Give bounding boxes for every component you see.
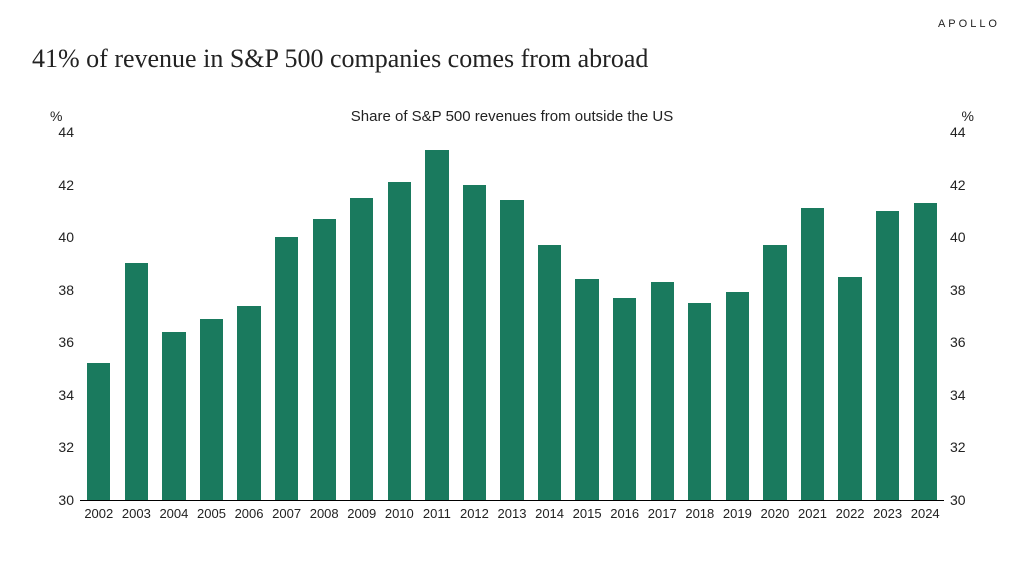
ytick-right: 34 [950,387,978,403]
bar [538,245,561,500]
ytick-left: 34 [46,387,74,403]
xtick: 2023 [873,506,902,521]
xtick: 2010 [385,506,414,521]
ytick-left: 40 [46,229,74,245]
xtick: 2017 [648,506,677,521]
bar [763,245,786,500]
brand-label: APOLLO [938,18,1000,30]
xtick: 2014 [535,506,564,521]
xtick: 2021 [798,506,827,521]
ytick-right: 36 [950,334,978,350]
xtick: 2016 [610,506,639,521]
ytick-left: 30 [46,492,74,508]
plot-area: 2002200320042005200620072008200920102011… [80,132,944,500]
xtick: 2015 [573,506,602,521]
xtick: 2005 [197,506,226,521]
xtick: 2018 [685,506,714,521]
ytick-left: 36 [46,334,74,350]
bar [575,279,598,500]
bar [313,219,336,500]
xtick: 2011 [423,506,451,521]
xtick: 2007 [272,506,301,521]
bar [838,277,861,500]
xtick: 2024 [911,506,940,521]
xtick: 2022 [836,506,865,521]
page-title: 41% of revenue in S&P 500 companies come… [32,44,648,74]
bar [125,263,148,500]
bar [162,332,185,500]
bar [275,237,298,500]
ytick-left: 32 [46,439,74,455]
xtick: 2020 [760,506,789,521]
xtick: 2009 [347,506,376,521]
ytick-left: 38 [46,282,74,298]
ytick-right: 40 [950,229,978,245]
bar [237,306,260,501]
ytick-right: 38 [950,282,978,298]
x-axis-line [80,500,944,501]
xtick: 2008 [310,506,339,521]
bar [350,198,373,500]
bar [876,211,899,500]
ytick-right: 44 [950,124,978,140]
bar [388,182,411,500]
bar [613,298,636,500]
ytick-right: 30 [950,492,978,508]
bar [200,319,223,500]
xtick: 2004 [159,506,188,521]
xtick: 2012 [460,506,489,521]
xtick: 2002 [84,506,113,521]
xtick: 2013 [498,506,527,521]
bar [87,363,110,500]
bar [463,185,486,500]
x-axis-labels: 2002 2003 2004 2005 2006 2007 2008 2009 2010 2011… [80,500,944,528]
page-root: APOLLO 41% of revenue in S&P 500 compani… [0,0,1024,576]
bar [425,150,448,500]
chart-subtitle: Share of S&P 500 revenues from outside t… [32,108,992,125]
xtick: 2019 [723,506,752,521]
bar [914,203,937,500]
bar [651,282,674,500]
xtick: 2003 [122,506,151,521]
bar [688,303,711,500]
bar [726,292,749,500]
ytick-left: 44 [46,124,74,140]
bar [801,208,824,500]
ytick-left: 42 [46,177,74,193]
revenue-chart: % % Share of S&P 500 revenues from outsi… [32,108,992,528]
bars-layer [80,132,944,500]
xtick: 2006 [235,506,264,521]
ytick-right: 32 [950,439,978,455]
ytick-right: 42 [950,177,978,193]
bar [500,200,523,500]
